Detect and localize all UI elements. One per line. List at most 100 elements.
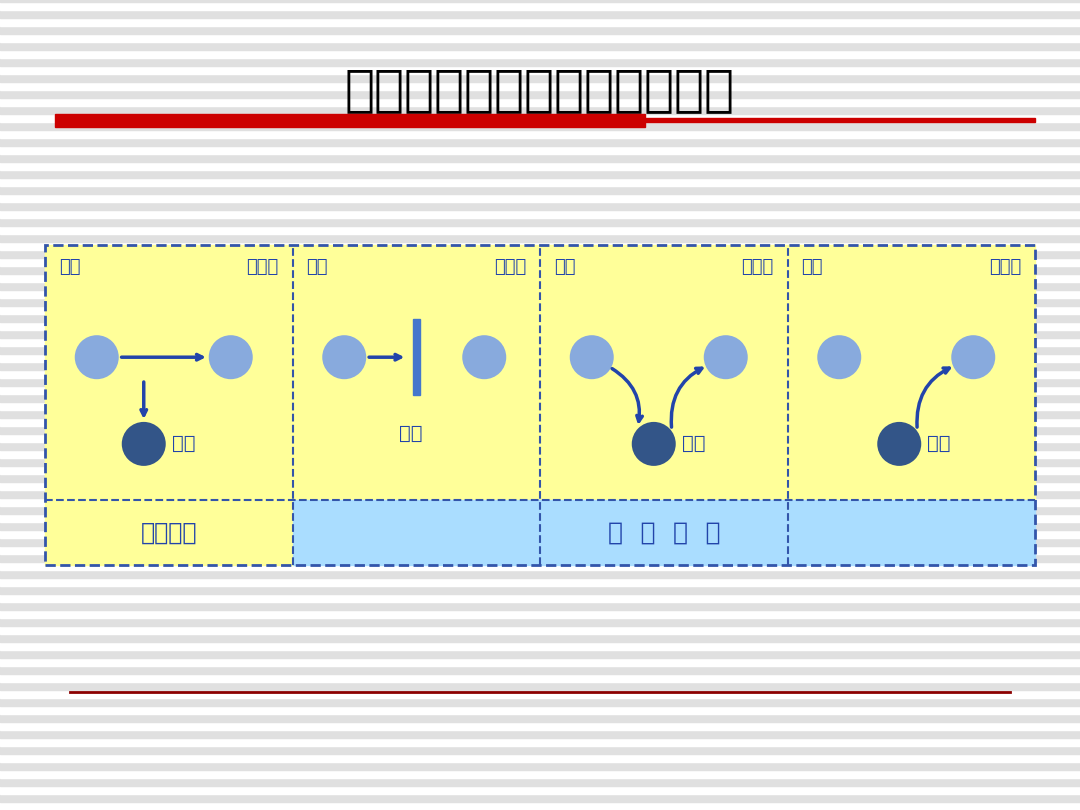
Bar: [0, 554, 1080, 562]
Bar: [0, 274, 1080, 282]
Bar: [0, 434, 1080, 442]
Bar: [0, 138, 1080, 146]
Bar: [0, 306, 1080, 314]
Bar: [45, 500, 293, 565]
Bar: [0, 314, 1080, 322]
Bar: [0, 586, 1080, 594]
Text: 对网络的被动攻击和主动攻击: 对网络的被动攻击和主动攻击: [345, 66, 735, 114]
Bar: [0, 346, 1080, 354]
Bar: [0, 394, 1080, 402]
Bar: [0, 578, 1080, 586]
Bar: [0, 594, 1080, 602]
Bar: [0, 498, 1080, 506]
Bar: [0, 354, 1080, 362]
Bar: [0, 154, 1080, 162]
Bar: [0, 170, 1080, 178]
Bar: [0, 474, 1080, 482]
Bar: [0, 562, 1080, 570]
Bar: [0, 130, 1080, 138]
Bar: [293, 245, 540, 500]
Bar: [540, 245, 787, 500]
Bar: [0, 450, 1080, 458]
Bar: [0, 218, 1080, 226]
Bar: [0, 26, 1080, 34]
Text: 目的站: 目的站: [494, 258, 526, 276]
Bar: [0, 538, 1080, 546]
Bar: [0, 466, 1080, 474]
Bar: [0, 258, 1080, 266]
Bar: [0, 378, 1080, 386]
Bar: [0, 2, 1080, 10]
Bar: [0, 226, 1080, 234]
Bar: [0, 642, 1080, 650]
Bar: [0, 386, 1080, 394]
Bar: [0, 266, 1080, 274]
Bar: [0, 714, 1080, 722]
Bar: [55, 114, 645, 127]
Bar: [0, 778, 1080, 786]
Circle shape: [75, 335, 119, 379]
Bar: [0, 762, 1080, 770]
Bar: [0, 730, 1080, 738]
Text: 目的站: 目的站: [246, 258, 279, 276]
Bar: [45, 245, 1035, 565]
Bar: [0, 698, 1080, 706]
Bar: [0, 514, 1080, 522]
Bar: [0, 98, 1080, 106]
Bar: [0, 322, 1080, 330]
Bar: [0, 298, 1080, 306]
Text: 源站: 源站: [801, 258, 823, 276]
Bar: [0, 90, 1080, 98]
Bar: [0, 506, 1080, 514]
Bar: [0, 122, 1080, 130]
Bar: [0, 418, 1080, 426]
Bar: [0, 10, 1080, 18]
Bar: [0, 402, 1080, 410]
Text: 源站: 源站: [59, 258, 81, 276]
Circle shape: [322, 335, 366, 379]
Bar: [0, 706, 1080, 714]
Bar: [0, 66, 1080, 74]
Bar: [0, 794, 1080, 802]
Bar: [0, 58, 1080, 66]
Bar: [0, 458, 1080, 466]
Bar: [0, 242, 1080, 250]
Circle shape: [122, 422, 165, 466]
Bar: [0, 74, 1080, 82]
Bar: [0, 146, 1080, 154]
Bar: [0, 178, 1080, 186]
Bar: [0, 290, 1080, 298]
Bar: [0, 546, 1080, 554]
Circle shape: [570, 335, 613, 379]
Text: 中断: 中断: [400, 424, 423, 443]
Bar: [0, 186, 1080, 194]
Bar: [0, 786, 1080, 794]
Bar: [0, 410, 1080, 418]
Bar: [0, 194, 1080, 202]
Bar: [0, 746, 1080, 754]
Bar: [0, 34, 1080, 42]
Text: 源站: 源站: [307, 258, 328, 276]
Text: 目的站: 目的站: [989, 258, 1021, 276]
Bar: [0, 530, 1080, 538]
Bar: [0, 674, 1080, 682]
Circle shape: [704, 335, 747, 379]
Bar: [0, 82, 1080, 90]
Circle shape: [632, 422, 676, 466]
Bar: [0, 202, 1080, 210]
Bar: [0, 210, 1080, 218]
Bar: [0, 666, 1080, 674]
Bar: [0, 490, 1080, 498]
Bar: [45, 245, 293, 500]
Bar: [0, 802, 1080, 810]
Bar: [0, 722, 1080, 730]
Bar: [0, 602, 1080, 610]
Bar: [0, 114, 1080, 122]
Bar: [0, 234, 1080, 242]
Circle shape: [462, 335, 507, 379]
Bar: [0, 754, 1080, 762]
Bar: [0, 522, 1080, 530]
Bar: [0, 690, 1080, 698]
Bar: [0, 770, 1080, 778]
Bar: [0, 162, 1080, 170]
